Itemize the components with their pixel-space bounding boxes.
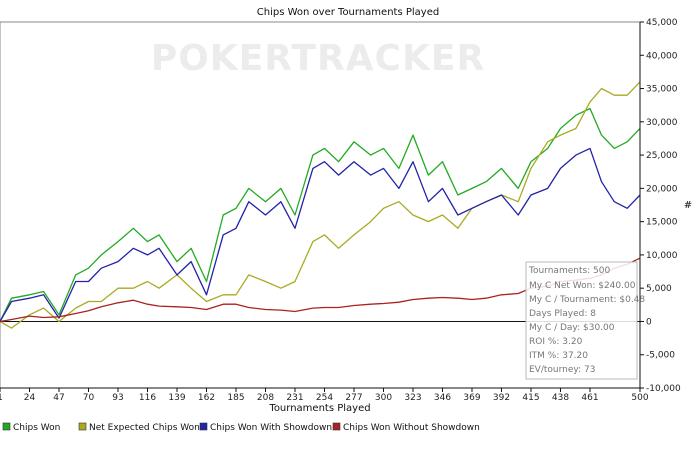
chart-title: Chips Won over Tournaments Played	[257, 7, 439, 18]
legend-label-chips-won-without-showdown: Chips Won Without Showdown	[343, 423, 480, 433]
y-tick-label: 40,000	[646, 51, 678, 61]
stats-ev: EV/tourney: 73	[529, 365, 595, 375]
stats-box: Tournaments: 500 My C Net Won: $240.00 M…	[525, 261, 645, 380]
x-tick-label: 93	[112, 393, 123, 403]
legend-swatch-chips-won-with-showdown	[199, 422, 208, 431]
pokertracker-watermark: POKERTRACKER	[151, 38, 485, 79]
x-tick-label: 392	[493, 393, 510, 403]
legend: Chips Won Net Expected Chips Won Chips Won…	[2, 422, 480, 433]
series-line-chips-won-with-showdown	[0, 147, 641, 322]
x-tick-label: 346	[434, 393, 451, 403]
legend-label-chips-won: Chips Won	[13, 423, 60, 433]
y-tick-label: -10,000	[646, 384, 681, 394]
x-tick-label: 461	[581, 393, 598, 403]
x-tick-label: 500	[631, 393, 648, 403]
y-tick-label: 30,000	[646, 118, 678, 128]
x-tick-label: 47	[53, 393, 64, 403]
x-tick-label: 369	[463, 393, 480, 403]
y-tick-label: 20,000	[646, 184, 678, 194]
y-tick-label: 15,000	[646, 218, 678, 228]
y-axis-label: #	[684, 200, 692, 211]
x-axis-label: Tournaments Played	[268, 403, 370, 414]
y-tick-label: 10,000	[646, 251, 678, 261]
y-tick-label: 5,000	[646, 284, 672, 294]
series-line-net-expected-chips-won	[0, 81, 641, 329]
series-line-chips-won	[0, 107, 641, 322]
x-tick-label: 300	[375, 393, 392, 403]
y-tick-label: 35,000	[646, 85, 678, 95]
y-axis: -10,000 -5,000 0 5,000 10,000 15,000 20,000 25,…	[639, 18, 681, 394]
x-tick-label: 438	[552, 393, 569, 403]
x-tick-label: 323	[404, 393, 421, 403]
legend-swatch-chips-won-without-showdown	[332, 422, 341, 431]
stats-box-frame	[525, 261, 638, 380]
x-tick-label: 162	[198, 393, 215, 403]
x-tick-label: 24	[24, 393, 36, 403]
x-tick-label: 277	[345, 393, 362, 403]
x-axis: 1 24 47 70 93 116 139 162 185 208 231 254 277 300 323 3…	[0, 387, 649, 403]
stats-tournaments: Tournaments: 500	[528, 266, 611, 276]
y-tick-label: 25,000	[646, 151, 678, 161]
x-tick-label: 1	[0, 393, 3, 403]
stats-per-tournament: My C / Tournament: $0.48	[529, 295, 645, 305]
legend-label-chips-won-with-showdown: Chips Won With Showdown	[210, 423, 332, 433]
x-tick-label: 116	[139, 393, 156, 403]
y-tick-label: 45,000	[646, 18, 678, 28]
x-tick-label: 415	[522, 393, 539, 403]
x-tick-label: 139	[168, 393, 185, 403]
stats-roi: ROI %: 3.20	[529, 337, 583, 347]
x-tick-label: 208	[257, 393, 274, 403]
x-tick-label: 231	[286, 393, 303, 403]
x-tick-label: 185	[227, 393, 244, 403]
x-tick-label: 70	[83, 393, 95, 403]
legend-swatch-chips-won	[2, 422, 11, 431]
stats-net-won: My C Net Won: $240.00	[529, 281, 636, 291]
stats-days-played: Days Played: 8	[529, 309, 596, 319]
stats-itm: ITM %: 37.20	[529, 351, 588, 361]
series-layer	[0, 81, 641, 329]
y-tick-label: 0	[646, 317, 652, 327]
legend-label-net-expected-chips-won: Net Expected Chips Won	[89, 423, 200, 433]
y-tick-label: -5,000	[646, 351, 675, 361]
x-tick-label: 254	[316, 393, 333, 403]
legend-swatch-net-expected-chips-won	[78, 422, 87, 431]
stats-per-day: My C / Day: $30.00	[529, 323, 615, 333]
